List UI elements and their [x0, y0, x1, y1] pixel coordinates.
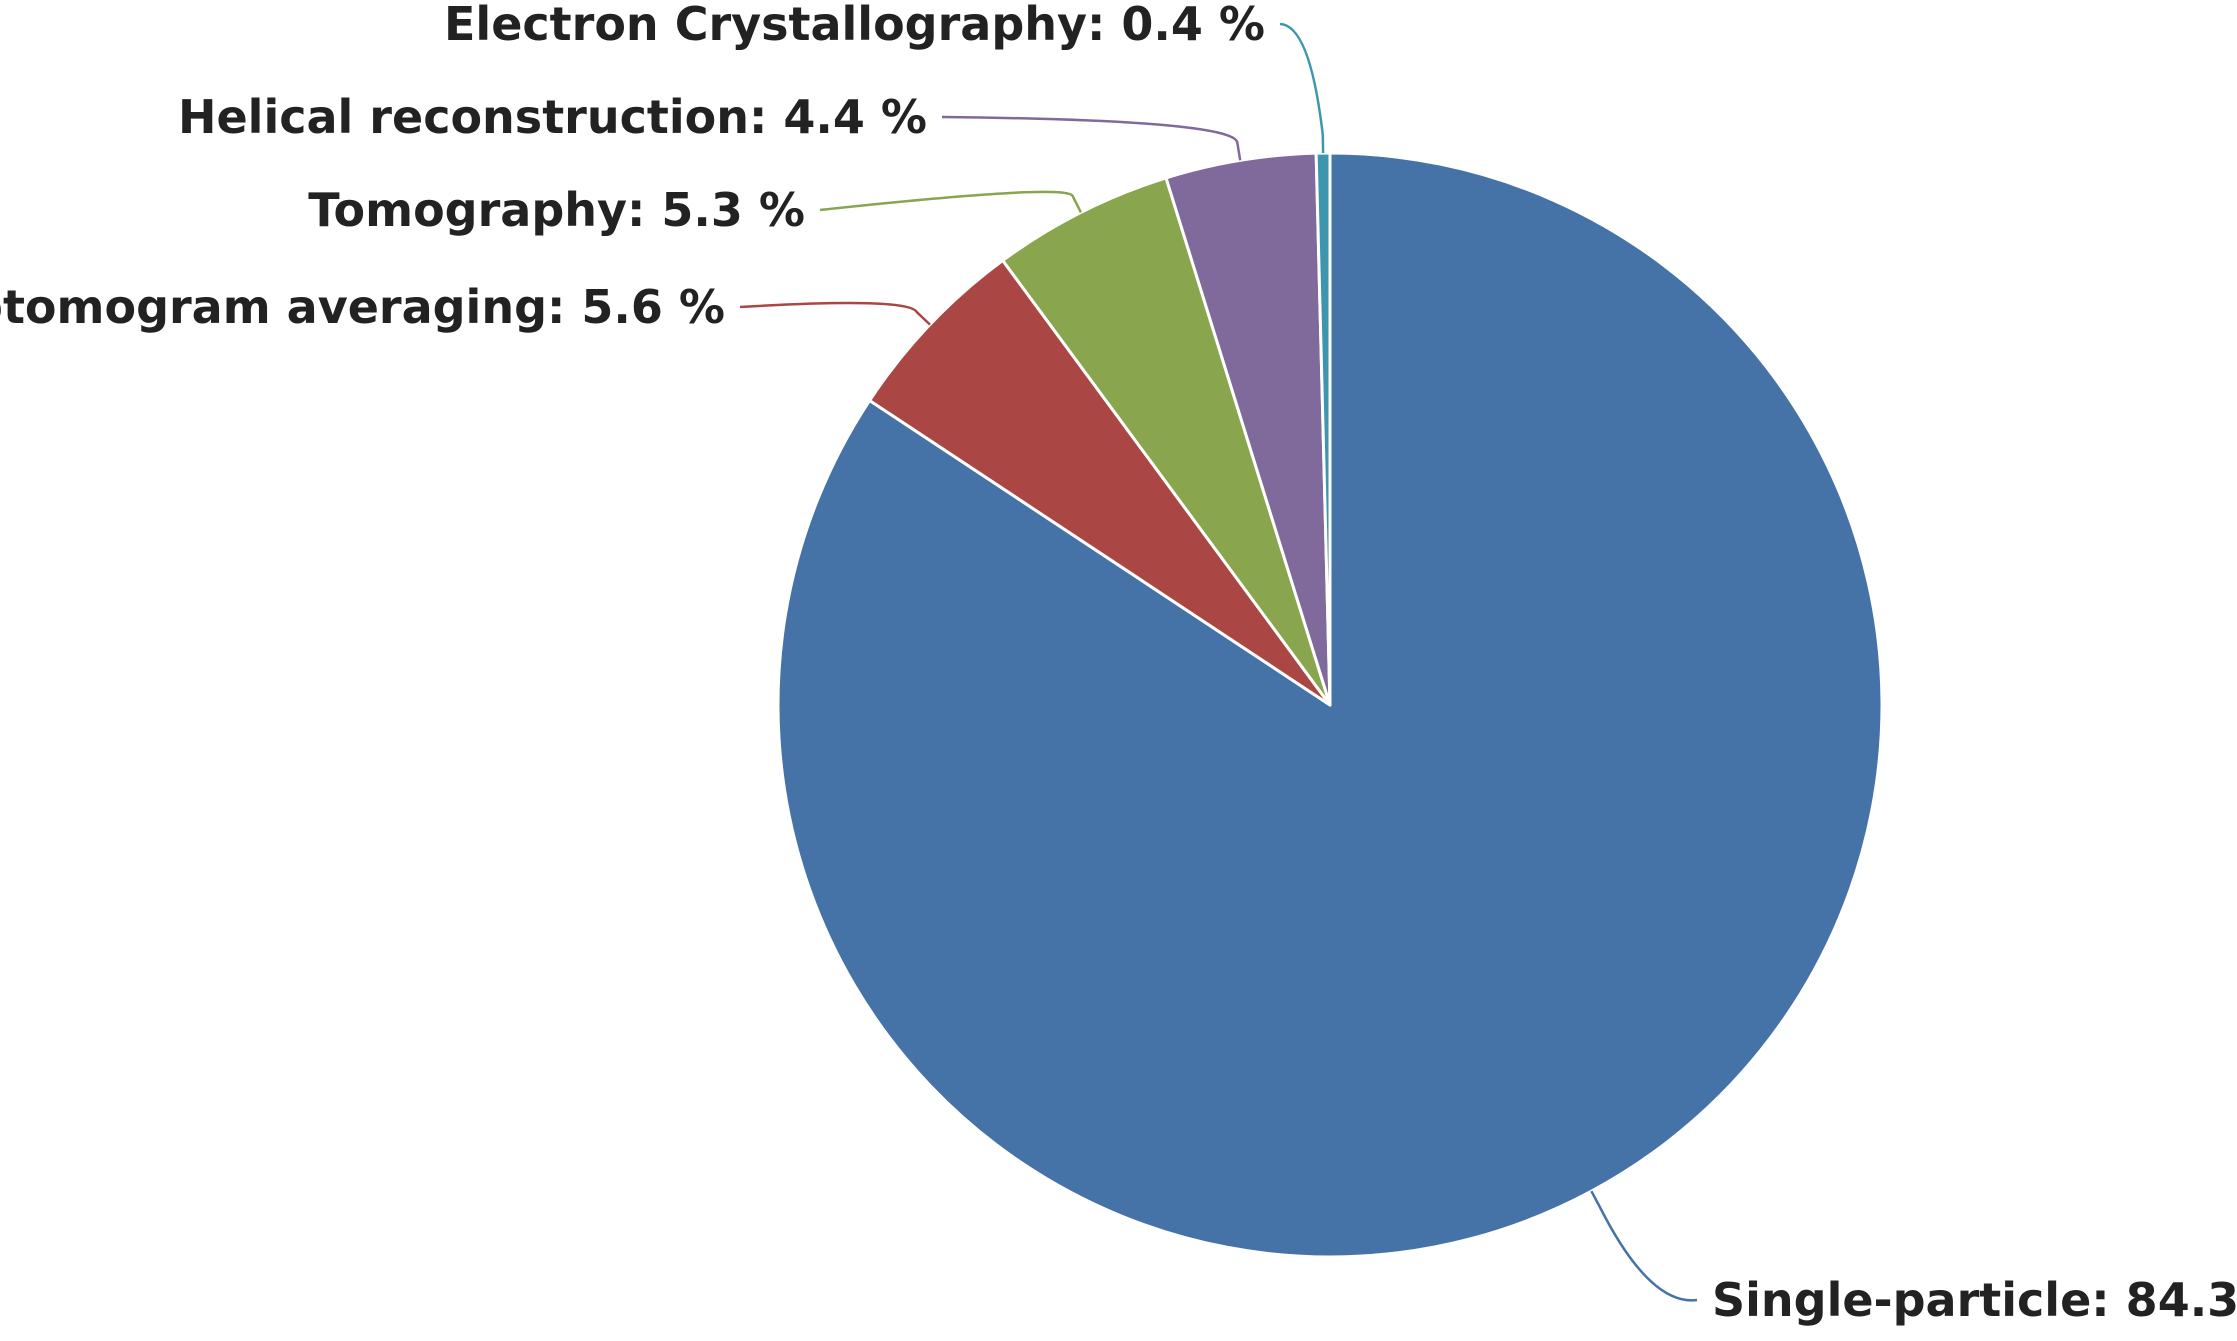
label-connectors [739, 22, 1698, 1302]
pie-slice-electron-crystallography[interactable] [1314, 151, 1332, 707]
label-electron-crystallography: Electron Crystallography: 0.4 % [444, 0, 1265, 51]
label-single-particle: Single-particle: 84.3 % [1712, 1273, 2237, 1327]
connector-electron-crystallography [1279, 22, 1325, 154]
connector-helical-reconstruction [941, 115, 1242, 161]
label-subtomogram-averaging: Subtomogram averaging: 5.6 % [0, 280, 725, 334]
label-helical-reconstruction: Helical reconstruction: 4.4 % [178, 90, 927, 144]
label-tomography: Tomography: 5.3 % [308, 183, 805, 237]
connector-subtomogram-averaging [739, 301, 931, 326]
pie-slices [776, 151, 1884, 1259]
connector-single-particle [1590, 1190, 1698, 1302]
connector-tomography [819, 190, 1083, 213]
